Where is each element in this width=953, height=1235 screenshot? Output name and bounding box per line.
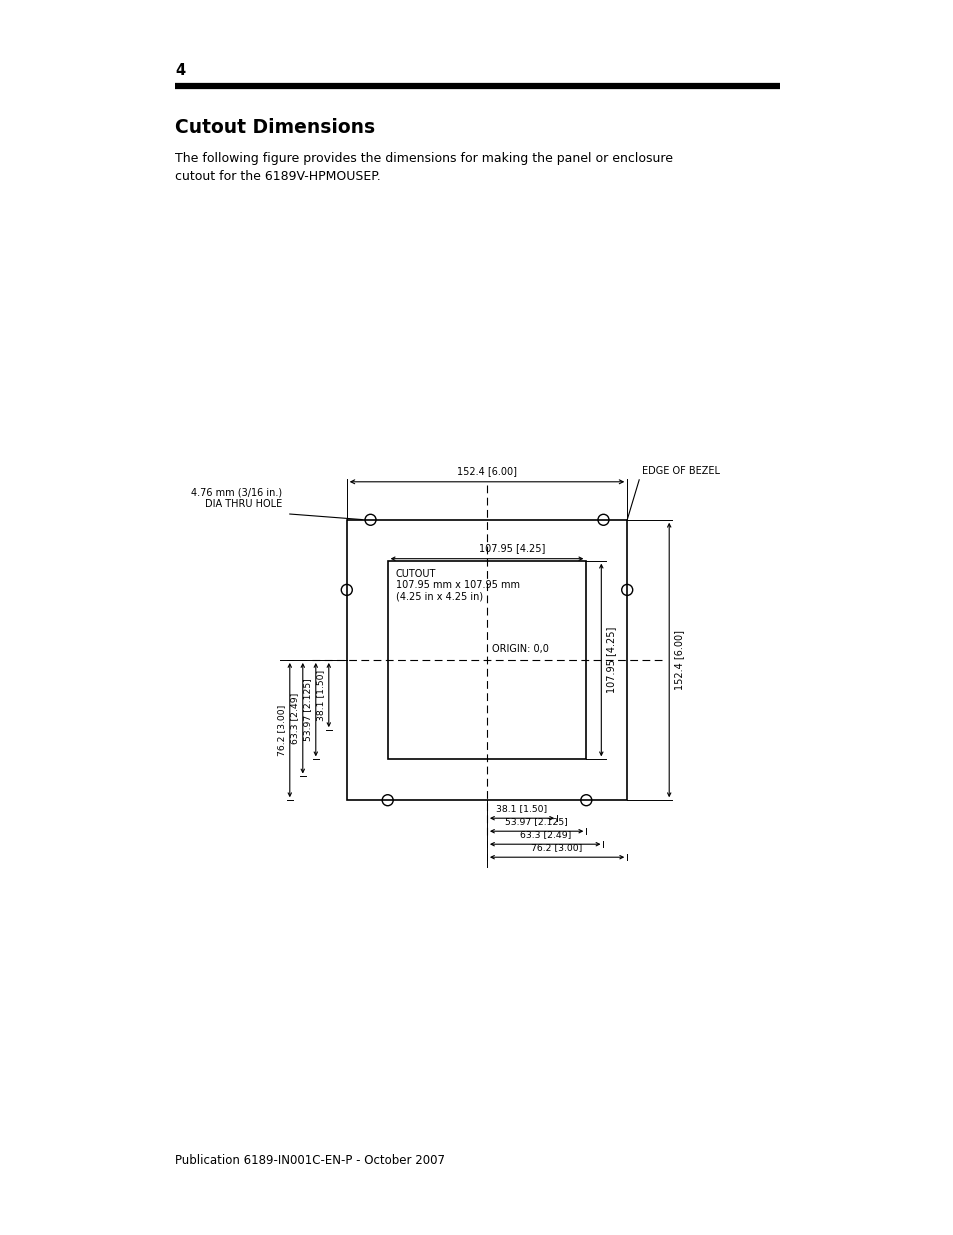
Text: The following figure provides the dimensions for making the panel or enclosure: The following figure provides the dimens…: [174, 152, 672, 165]
Text: DIA THRU HOLE: DIA THRU HOLE: [204, 499, 281, 509]
Text: Publication 6189-IN001C-EN-P - October 2007: Publication 6189-IN001C-EN-P - October 2…: [174, 1153, 444, 1167]
Text: 4.76 mm (3/16 in.): 4.76 mm (3/16 in.): [191, 488, 281, 498]
Text: 152.4 [6.00]: 152.4 [6.00]: [456, 466, 517, 475]
Text: ORIGIN: 0,0: ORIGIN: 0,0: [492, 643, 548, 655]
Text: CUTOUT
107.95 mm x 107.95 mm
(4.25 in x 4.25 in): CUTOUT 107.95 mm x 107.95 mm (4.25 in x …: [395, 568, 519, 601]
Text: EDGE OF BEZEL: EDGE OF BEZEL: [641, 466, 720, 475]
Text: 152.4 [6.00]: 152.4 [6.00]: [674, 630, 683, 690]
Text: 53.97 [2.125]: 53.97 [2.125]: [302, 678, 312, 741]
Text: 38.1 [1.50]: 38.1 [1.50]: [496, 804, 547, 813]
Text: 63.3 [2.49]: 63.3 [2.49]: [290, 693, 298, 743]
Bar: [387, 561, 586, 760]
Text: 4: 4: [174, 63, 185, 78]
Text: Cutout Dimensions: Cutout Dimensions: [174, 119, 375, 137]
Text: 38.1 [1.50]: 38.1 [1.50]: [315, 669, 324, 720]
Text: 53.97 [2.125]: 53.97 [2.125]: [505, 818, 567, 826]
Text: 76.2 [3.00]: 76.2 [3.00]: [276, 704, 286, 756]
Text: cutout for the 6189V-HPMOUSEP.: cutout for the 6189V-HPMOUSEP.: [174, 170, 380, 183]
Text: 107.95 [4.25]: 107.95 [4.25]: [606, 627, 616, 693]
Text: 107.95 [4.25]: 107.95 [4.25]: [478, 542, 544, 553]
Text: 63.3 [2.49]: 63.3 [2.49]: [519, 830, 570, 840]
Bar: [347, 520, 626, 800]
Text: 76.2 [3.00]: 76.2 [3.00]: [531, 844, 582, 852]
